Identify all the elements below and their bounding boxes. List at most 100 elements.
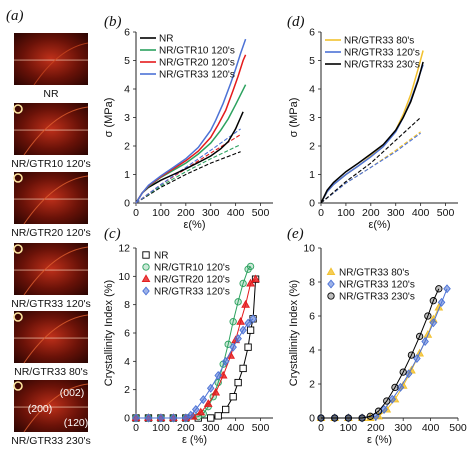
data-point xyxy=(239,325,247,335)
reflection-label: (002) xyxy=(60,387,85,399)
data-point xyxy=(241,299,250,308)
diffraction-image-4: NR/GTR33 120's xyxy=(11,243,91,310)
data-point xyxy=(236,316,245,325)
legend-label: NR/GTR33 80's xyxy=(344,36,414,47)
data-point xyxy=(234,298,242,306)
data-point xyxy=(244,343,252,351)
x-tick-label: 200 xyxy=(177,207,195,219)
data-point xyxy=(211,387,221,396)
x-tick-label: 0 xyxy=(318,207,324,219)
data-point xyxy=(415,332,424,341)
y-tick-label: 2 xyxy=(309,141,315,153)
x-tick-label: 400 xyxy=(412,207,430,219)
diffraction-caption: NR/GTR33 80's xyxy=(14,366,88,378)
data-point xyxy=(203,399,213,407)
legend-marker xyxy=(326,267,336,276)
data-point xyxy=(358,414,366,422)
y-tick-label: 1 xyxy=(309,169,315,181)
x-tick-label: 300 xyxy=(202,207,220,219)
legend-label: NR/GTR33 230's xyxy=(339,292,415,303)
x-axis-label: ε (%) xyxy=(367,434,392,446)
diffraction-caption: NR/GTR33 120's xyxy=(11,298,91,310)
legend-label: NR/GTR33 120's xyxy=(159,70,235,81)
fit-line xyxy=(320,132,421,204)
y-tick-label: 4 xyxy=(309,84,315,96)
x-tick-label: 200 xyxy=(177,422,195,434)
data-point xyxy=(229,342,237,352)
x-tick-label: 0 xyxy=(133,207,139,219)
x-axis-label: ε(%) xyxy=(183,219,205,231)
data-point xyxy=(429,318,438,328)
data-point xyxy=(399,368,407,376)
diffraction-image-6: NR/GTR33 230's (002) (200) (120) xyxy=(11,380,91,447)
data-point xyxy=(214,412,222,420)
data-point xyxy=(437,297,446,307)
x-tick-label: 500 xyxy=(252,422,270,434)
x-tick-label: 100 xyxy=(340,422,358,434)
data-point xyxy=(407,351,416,359)
diffraction-caption: NR/GTR33 230's xyxy=(11,435,91,447)
legend-marker xyxy=(141,274,151,283)
data-point xyxy=(239,364,247,373)
y-tick-label: 0 xyxy=(124,198,130,210)
panel-e-letter: (e) xyxy=(287,226,304,242)
data-point xyxy=(132,413,140,423)
data-point xyxy=(249,314,257,324)
diffraction-caption: NR xyxy=(43,88,59,100)
legend-label: NR/GTR20 120's xyxy=(154,275,230,286)
x-tick-label: 400 xyxy=(227,207,245,219)
data-point xyxy=(222,405,230,414)
x-tick-label: 400 xyxy=(227,422,245,434)
y-tick-label: 0 xyxy=(309,198,315,210)
data-point xyxy=(244,318,252,328)
y-tick-label: 4 xyxy=(124,84,130,96)
data-point xyxy=(429,297,437,305)
data-point xyxy=(234,334,242,344)
x-tick-label: 500 xyxy=(449,422,467,434)
panel-a-letter: (a) xyxy=(6,8,24,24)
reflection-label: (120) xyxy=(64,417,89,429)
data-point xyxy=(251,274,260,283)
legend-marker xyxy=(327,279,335,289)
y-tick-label: 6 xyxy=(124,27,130,39)
x-tick-label: 500 xyxy=(437,207,455,219)
data-point xyxy=(182,413,190,423)
y-tick-label: 0 xyxy=(124,413,130,425)
panel-c-letter: (c) xyxy=(104,226,121,242)
y-tick-label: 12 xyxy=(118,243,130,255)
y-tick-label: 4 xyxy=(309,345,315,357)
panel-b-letter: (b) xyxy=(104,14,122,30)
data-point xyxy=(443,284,451,294)
legend-label: NR/GTR20 120's xyxy=(159,58,235,69)
x-tick-label: 300 xyxy=(387,207,405,219)
data-point xyxy=(317,414,325,422)
y-tick-label: 3 xyxy=(124,112,130,124)
y-tick-label: 2 xyxy=(124,384,130,396)
data-point xyxy=(246,326,255,334)
data-point xyxy=(435,285,443,293)
y-tick-label: 6 xyxy=(309,311,315,323)
diffraction-image-5: NR/GTR33 80's xyxy=(13,311,89,378)
data-point xyxy=(191,405,200,414)
y-tick-label: 5 xyxy=(124,55,130,67)
y-tick-label: 6 xyxy=(124,328,130,340)
series-line-2 xyxy=(320,64,424,204)
series-line-3 xyxy=(320,61,424,204)
diffraction-image-3: NR/GTR20 120's xyxy=(11,172,91,239)
diffraction-image-2: NR/GTR10 120's xyxy=(11,103,91,170)
x-tick-label: 200 xyxy=(362,207,380,219)
data-point xyxy=(157,413,165,423)
y-axis-label: Crystallinity Index (%) xyxy=(103,280,115,386)
x-axis-label: ε (%) xyxy=(182,434,207,446)
y-tick-label: 10 xyxy=(118,271,130,283)
diffraction-patterns: NR NR/GTR10 120's NR/GTR20 120's NR/GTR33 1… xyxy=(11,33,91,447)
data-point xyxy=(169,413,178,423)
data-point xyxy=(380,405,388,414)
legend-label: NR/GTR33 120's xyxy=(154,287,230,298)
data-point xyxy=(187,410,195,420)
data-point xyxy=(199,395,208,405)
y-axis-label: σ (MPa) xyxy=(103,98,115,138)
chart-panel-c: (c) 0 100 200 300 400 500 0 2 4 6 8 10 12 ε (%) Crystal… xyxy=(103,226,273,446)
legend-label: NR/GTR10 120's xyxy=(159,46,235,57)
